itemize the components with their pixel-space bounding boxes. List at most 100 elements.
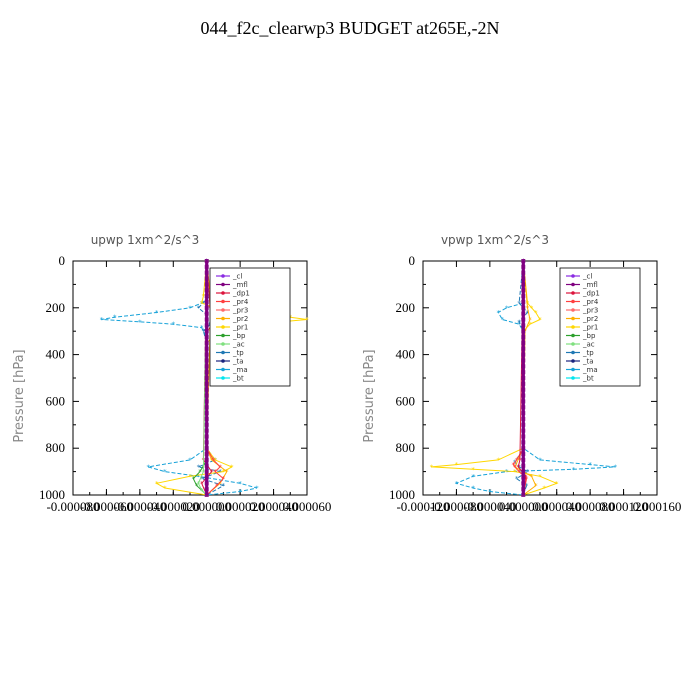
vpwp-marker-dp1: * xyxy=(517,463,521,471)
vpwp-marker-ma: * xyxy=(505,468,509,476)
vpwp-zero-marker xyxy=(521,428,526,433)
vpwp-legend-marker-dp1 xyxy=(571,291,575,295)
upwp-marker-pr1: * xyxy=(230,463,234,471)
vpwp-legend-label-ta: _ta xyxy=(582,358,594,366)
vpwp-legend-marker-tp xyxy=(571,350,575,355)
vpwp-zero-marker xyxy=(521,294,526,299)
vpwp-marker-dp1: * xyxy=(518,456,522,464)
upwp-zero-marker xyxy=(204,416,209,421)
upwp-x-tick-label: -0.000020 xyxy=(147,499,200,514)
vpwp-zero-marker xyxy=(521,299,526,304)
vpwp-legend-marker-ta xyxy=(571,359,575,363)
vpwp-marker-pr4: * xyxy=(515,456,519,464)
upwp-marker-ma: * xyxy=(146,463,150,471)
vpwp-marker-pr4: * xyxy=(512,461,516,469)
vpwp-legend-marker-bt xyxy=(571,376,575,380)
vpwp-marker-ma: * xyxy=(471,484,475,492)
upwp-marker-ac: * xyxy=(197,480,201,488)
upwp-legend-label-bp: _bp xyxy=(232,332,246,340)
vpwp-zero-marker xyxy=(521,487,526,492)
vpwp-marker-ma: * xyxy=(613,463,617,471)
upwp-zero-marker xyxy=(204,376,209,380)
upwp-zero-marker xyxy=(204,457,209,462)
upwp-marker-pr1: * xyxy=(200,300,204,308)
vpwp-zero-marker xyxy=(521,481,526,486)
upwp-x-tick-label: 0.000020 xyxy=(216,499,265,514)
upwp-legend-label-ta: _ta xyxy=(232,358,244,366)
vpwp-marker-tp: * xyxy=(517,300,521,308)
vpwp-x-tick-label: 0.000120 xyxy=(599,499,648,514)
vpwp-zero-marker xyxy=(521,329,526,334)
upwp-marker-bp: * xyxy=(192,475,196,483)
vpwp-legend-label-ac: _ac xyxy=(582,341,595,349)
upwp-marker-tp: * xyxy=(202,328,206,336)
upwp-marker-ma: * xyxy=(255,484,259,492)
vpwp-zero-marker xyxy=(521,370,526,375)
upwp-series-line-tp xyxy=(196,261,225,495)
upwp-zero-marker xyxy=(204,317,209,322)
upwp-zero-marker xyxy=(204,264,209,269)
vpwp-zero-marker xyxy=(521,469,526,474)
vpwp-zero-marker xyxy=(521,364,526,369)
vpwp-zero-marker xyxy=(521,276,526,281)
upwp-marker-ma: * xyxy=(197,473,201,481)
upwp-y-tick-label: 600 xyxy=(46,393,66,408)
vpwp-zero-marker xyxy=(521,323,526,328)
vpwp-legend-label-pr4: _pr4 xyxy=(582,298,599,306)
vpwp-x-tick-label: 0.000080 xyxy=(566,499,615,514)
vpwp-y-tick-label: 600 xyxy=(396,393,416,408)
upwp-zero-marker xyxy=(204,282,209,287)
vpwp-marker-pr2: * xyxy=(526,304,530,312)
vpwp-marker-pr1: * xyxy=(538,316,542,324)
vpwp-legend-marker-ma xyxy=(571,367,575,372)
vpwp-marker-pr2: * xyxy=(530,473,534,481)
upwp-legend-label-pr2: _pr2 xyxy=(232,315,248,323)
upwp-zero-marker xyxy=(204,305,209,310)
upwp-marker-pr2: * xyxy=(218,480,222,488)
upwp-zero-marker xyxy=(204,428,209,433)
vpwp-zero-marker xyxy=(521,393,526,398)
upwp-marker-ma: * xyxy=(163,468,167,476)
vpwp-y-tick-label: 1000 xyxy=(389,487,415,502)
upwp-zero-marker xyxy=(204,493,209,497)
vpwp-marker-pr4: * xyxy=(517,468,521,476)
upwp-marker-ma: * xyxy=(188,304,192,312)
upwp-marker-ma: * xyxy=(100,316,104,324)
vpwp-marker-pr1: * xyxy=(496,456,500,464)
upwp-zero-marker xyxy=(204,358,209,363)
upwp-legend-marker-ac xyxy=(221,342,225,346)
vpwp-legend-label-mfl: _mfl xyxy=(582,281,598,289)
upwp-marker-ma: * xyxy=(188,456,192,464)
vpwp-marker-pr1: * xyxy=(534,309,538,317)
vpwp-zero-marker xyxy=(521,311,526,316)
vpwp-marker-tp: * xyxy=(517,463,521,471)
upwp-x-tick-label: 0.000000 xyxy=(182,499,231,514)
vpwp-zero-marker xyxy=(521,446,526,451)
vpwp-legend-label-pr2: _pr2 xyxy=(582,315,598,323)
upwp-zero-marker xyxy=(204,487,209,492)
vpwp-marker-ma: * xyxy=(471,473,475,481)
vpwp-zero-marker xyxy=(521,399,526,404)
upwp-legend-label-mfl: _mfl xyxy=(232,281,248,289)
vpwp-zero-marker xyxy=(521,352,526,357)
vpwp-x-tick-label: 0.000040 xyxy=(532,499,581,514)
upwp-zero-marker xyxy=(204,381,209,386)
vpwp-marker-tp: * xyxy=(526,309,530,317)
upwp-marker-pr4: * xyxy=(215,482,219,490)
vpwp-zero-marker xyxy=(521,340,526,345)
upwp-panel-title: upwp 1xm^2/s^3 xyxy=(91,233,200,247)
vpwp-y-tick-label: 800 xyxy=(396,440,416,455)
upwp-marker-bp: * xyxy=(198,468,202,476)
upwp-legend-marker-cl xyxy=(221,274,225,278)
upwp-y-tick-label: 0 xyxy=(59,253,66,268)
upwp-marker-ma: * xyxy=(172,321,176,329)
upwp-marker-dp1: * xyxy=(210,468,214,476)
vpwp-marker-tp: * xyxy=(517,318,521,326)
upwp-marker-pr1: * xyxy=(305,316,309,324)
vpwp-x-tick-label: -0.000040 xyxy=(463,499,516,514)
vpwp-y-axis-label: Pressure [hPa] xyxy=(362,349,377,442)
upwp-legend-marker-bt xyxy=(221,376,225,380)
vpwp-zero-marker xyxy=(521,493,526,497)
vpwp-marker-pr4: * xyxy=(513,463,517,471)
upwp-marker-dp1: * xyxy=(200,480,204,488)
